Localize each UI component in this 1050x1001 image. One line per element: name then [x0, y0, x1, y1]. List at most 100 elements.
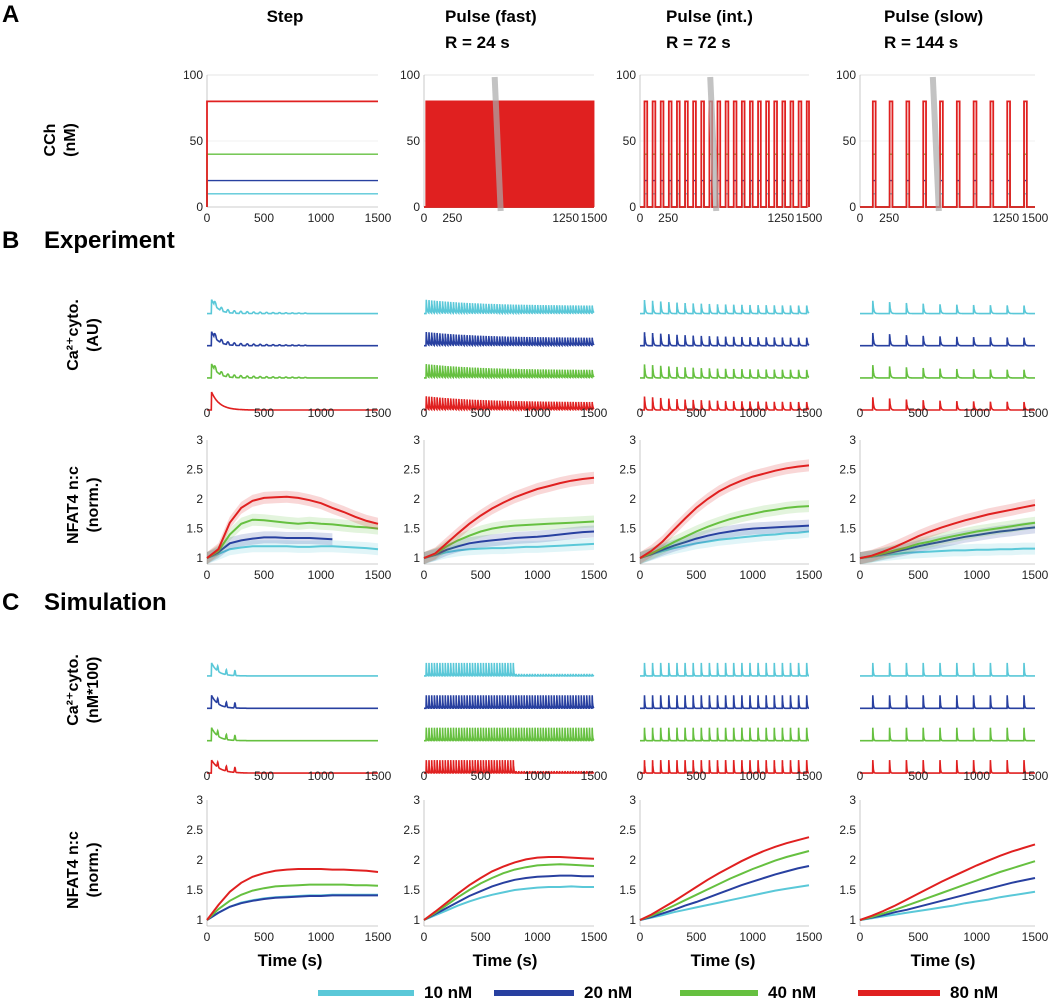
- nfatSim-pulse-slow-line-40nm: [859, 860, 1036, 921]
- ylabel-nfat-exp-line1: NFAT4 n:c: [65, 466, 82, 544]
- column-title-step: Step: [267, 7, 304, 26]
- caExp-step-trace-80nm: [207, 391, 378, 411]
- cch-pulse-fast-y-tick-label-2: 100: [400, 68, 420, 82]
- nfatExp-pulse-int-line-40nm: [639, 505, 810, 560]
- cch-pulse-int-line-10nm: [640, 193, 810, 208]
- ylabel-nfat-sim-line2: (norm.): [85, 842, 102, 897]
- legend: 10 nM 20 nM 40 nM 80 nM: [318, 983, 998, 1001]
- nfatSim-pulse-fast-line-10nm: [423, 885, 594, 921]
- x-tick-label-nfatExp-pulse-fast-2: 1000: [524, 568, 551, 582]
- x-tick-label-caSim-pulse-int-3: 1500: [796, 769, 823, 783]
- x-tick-label-cch-pulse-slow-1: 250: [879, 211, 899, 225]
- ylabel-ca-exp-line2: (AU): [85, 318, 102, 352]
- x-tick-label-caSim-pulse-fast-1: 500: [471, 769, 491, 783]
- x-tick-label-caExp-pulse-fast-1: 500: [471, 406, 491, 420]
- x-tick-label-cch-pulse-slow-0: 0: [857, 211, 864, 225]
- x-tick-label-caSim-pulse-int-1: 500: [686, 769, 706, 783]
- nfatExp-pulse-slow-line-80nm: [859, 504, 1036, 560]
- caExp-pulse-fast-trace-40nm: [424, 364, 595, 380]
- x-tick-label-nfatSim-step-0: 0: [204, 930, 211, 944]
- caExp-pulse-fast-trace-80nm: [424, 396, 595, 412]
- nfatSim-pulse-fast-line-40nm: [423, 863, 595, 921]
- nfatSim-pulse-int-line-80nm: [639, 836, 810, 921]
- x-tick-label-caExp-step-3: 1500: [365, 406, 392, 420]
- x-tick-label-nfatExp-step-1: 500: [254, 568, 274, 582]
- ylabel-cch-line1: CCh: [42, 124, 59, 157]
- caSim-step-trace-20nm: [207, 695, 378, 710]
- x-tick-label-caExp-pulse-fast-0: 0: [421, 406, 428, 420]
- cch-step-y-tick-label-0: 0: [196, 200, 203, 214]
- nfatSim-pulse-int-line-40nm: [639, 850, 810, 921]
- x-tick-label-caExp-pulse-int-0: 0: [637, 406, 644, 420]
- caExp-pulse-int-trace-10nm: [640, 299, 810, 315]
- legend-label-40nm: 40 nM: [768, 983, 816, 1001]
- x-tick-label-caExp-pulse-int-3: 1500: [796, 406, 823, 420]
- cch-pulse-int-y-tick-label-1: 50: [623, 134, 637, 148]
- x-tick-label-caExp-step-0: 0: [204, 406, 211, 420]
- nfatExp-pulse-slow-y-tick-label-4: 3: [849, 433, 856, 447]
- nfatExp-pulse-fast-line-10nm: [423, 542, 595, 560]
- x-tick-label-caSim-step-2: 1000: [308, 769, 335, 783]
- nfatSim-step-y-tick-label-2: 2: [196, 853, 203, 867]
- x-tick-label-nfatSim-pulse-fast-2: 1000: [524, 930, 551, 944]
- column-title-pulse-slow: Pulse (slow): [884, 7, 983, 26]
- x-tick-label-caExp-pulse-slow-1: 500: [908, 406, 928, 420]
- panel-letter-a: A: [2, 1, 19, 28]
- nfatExp-pulse-int-y-tick-label-0: 1: [629, 551, 636, 565]
- x-tick-label-nfatExp-pulse-fast-1: 500: [471, 568, 491, 582]
- nfatExp-step-y-tick-label-1: 1.5: [186, 522, 203, 536]
- caSim-pulse-slow-trace-80nm: [860, 760, 1035, 774]
- x-tick-label-cch-step-3: 1500: [365, 211, 392, 225]
- nfatExp-pulse-fast-y-tick-label-2: 2: [413, 492, 420, 506]
- nfatExp-pulse-fast-band-40nm: [424, 515, 594, 565]
- caExp-pulse-slow-trace-80nm: [860, 397, 1035, 411]
- x-tick-label-cch-pulse-int-1: 250: [658, 211, 678, 225]
- nfatExp-pulse-slow-y-tick-label-3: 2.5: [839, 463, 856, 477]
- nfatExp-step-y-tick-label-3: 2.5: [186, 463, 203, 477]
- nfatSim-pulse-fast-y-tick-label-3: 2.5: [403, 823, 420, 837]
- cch-pulse-int-axis-break: [707, 76, 720, 212]
- nfatExp-pulse-int-line-80nm: [639, 464, 810, 559]
- caSim-step-trace-40nm: [207, 727, 378, 742]
- caSim-pulse-int-trace-10nm: [640, 662, 810, 677]
- section-title-simulation: Simulation: [44, 589, 167, 616]
- x-tick-label-nfatExp-step-3: 1500: [365, 568, 392, 582]
- nfatExp-pulse-int-y-tick-label-3: 2.5: [619, 463, 636, 477]
- column-title-pulse-int: Pulse (int.): [666, 7, 753, 26]
- x-tick-label-caSim-step-1: 500: [254, 769, 274, 783]
- caExp-pulse-slow-trace-10nm: [860, 300, 1035, 315]
- ylabel-cch-line2: (nM): [62, 123, 79, 157]
- cch-step-y-tick-label-2: 100: [183, 68, 203, 82]
- x-tick-label-cch-pulse-fast-2: 1250: [552, 211, 579, 225]
- x-tick-label-caExp-pulse-int-2: 1000: [739, 406, 766, 420]
- nfatExp-pulse-slow-y-tick-label-1: 1.5: [839, 522, 856, 536]
- x-tick-label-nfatSim-pulse-fast-0: 0: [421, 930, 428, 944]
- caExp-step-trace-20nm: [207, 331, 378, 347]
- caSim-pulse-slow-trace-40nm: [860, 727, 1035, 742]
- x-tick-label-caSim-pulse-slow-0: 0: [857, 769, 864, 783]
- nfatExp-step-band-20nm: [207, 531, 333, 565]
- x-tick-label-nfatExp-pulse-fast-3: 1500: [581, 568, 608, 582]
- x-tick-label-nfatSim-step-3: 1500: [365, 930, 392, 944]
- nfatExp-step-y-tick-label-2: 2: [196, 492, 203, 506]
- x-tick-label-nfatSim-pulse-slow-1: 500: [908, 930, 928, 944]
- x-tick-label-nfatExp-pulse-int-2: 1000: [739, 568, 766, 582]
- x-tick-label-nfatSim-pulse-slow-0: 0: [857, 930, 864, 944]
- x-tick-label-nfatSim-pulse-int-1: 500: [686, 930, 706, 944]
- x-tick-label-cch-step-1: 500: [254, 211, 274, 225]
- x-tick-label-caSim-pulse-slow-2: 1000: [963, 769, 990, 783]
- nfatSim-pulse-int-line-10nm: [639, 884, 810, 921]
- cch-pulse-fast-y-tick-label-1: 50: [407, 134, 421, 148]
- cch-step-y-tick-label-1: 50: [190, 134, 204, 148]
- x-tick-label-caSim-pulse-slow-1: 500: [908, 769, 928, 783]
- x-tick-label-cch-step-2: 1000: [308, 211, 335, 225]
- nfatSim-pulse-slow-line-10nm: [859, 890, 1036, 921]
- panel-letter-c: C: [2, 589, 19, 616]
- nfatExp-pulse-int-band-20nm: [640, 519, 809, 565]
- cch-pulse-int-line-80nm: [640, 100, 810, 208]
- nfatSim-pulse-int-y-tick-label-2: 2: [629, 853, 636, 867]
- cch-pulse-int-y-tick-label-0: 0: [629, 200, 636, 214]
- nfatExp-pulse-fast-line-40nm: [423, 520, 595, 560]
- x-tick-label-caSim-pulse-fast-3: 1500: [581, 769, 608, 783]
